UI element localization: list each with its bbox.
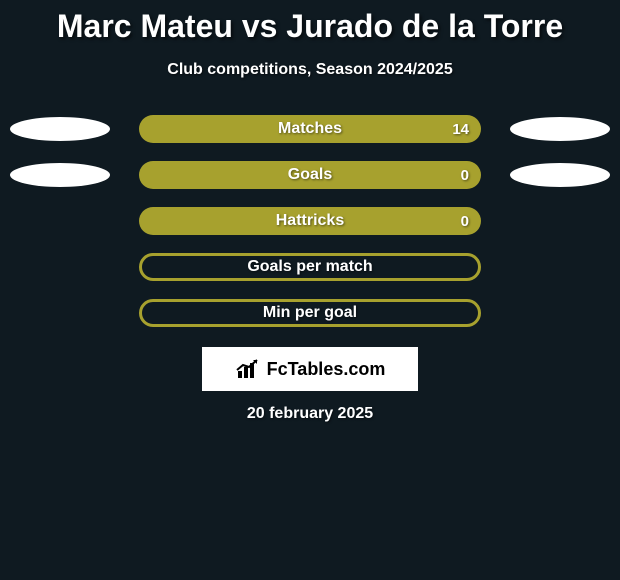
comparison-infographic: Marc Mateu vs Jurado de la Torre Club co… <box>0 0 620 580</box>
stat-bar: Goals 0 <box>139 161 481 189</box>
right-ellipse <box>510 163 610 187</box>
stat-bar: Matches 14 <box>139 115 481 143</box>
stat-value: 14 <box>452 121 469 138</box>
left-ellipse <box>10 163 110 187</box>
stat-label: Matches <box>278 120 342 138</box>
stat-row: Goals per match <box>0 253 620 281</box>
stat-bar: Min per goal <box>139 299 481 327</box>
stat-bar: Hattricks 0 <box>139 207 481 235</box>
stat-label: Goals per match <box>247 258 372 276</box>
stat-label: Hattricks <box>276 212 344 230</box>
stat-row: Hattricks 0 <box>0 207 620 235</box>
brand-badge: FcTables.com <box>202 347 418 391</box>
left-ellipse <box>10 117 110 141</box>
brand-text: FcTables.com <box>267 359 386 380</box>
stat-label: Goals <box>288 166 332 184</box>
right-ellipse <box>510 117 610 141</box>
generation-date: 20 february 2025 <box>0 405 620 423</box>
stat-bar: Goals per match <box>139 253 481 281</box>
stat-row: Min per goal <box>0 299 620 327</box>
stat-row: Goals 0 <box>0 161 620 189</box>
stat-value: 0 <box>461 213 469 230</box>
page-title: Marc Mateu vs Jurado de la Torre <box>0 0 620 45</box>
page-subtitle: Club competitions, Season 2024/2025 <box>0 61 620 79</box>
stat-label: Min per goal <box>263 304 357 322</box>
stat-value: 0 <box>461 167 469 184</box>
stat-row: Matches 14 <box>0 115 620 143</box>
stat-rows: Matches 14 Goals 0 Hattricks 0 Goals per match… <box>0 115 620 327</box>
brand-chart-icon <box>235 358 261 380</box>
